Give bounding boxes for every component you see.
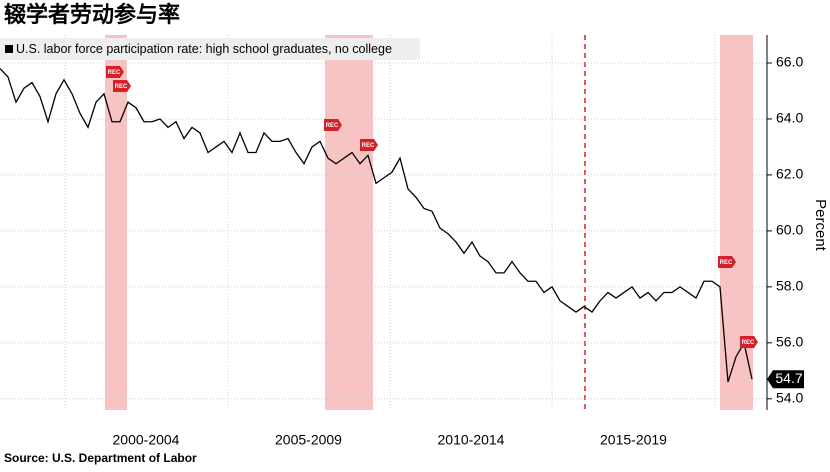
rec-label: REC bbox=[720, 260, 733, 266]
rec-flag bbox=[740, 336, 758, 348]
rec-flag bbox=[113, 80, 131, 92]
rec-flag bbox=[360, 139, 378, 151]
legend-box bbox=[0, 38, 420, 60]
rec-flag bbox=[106, 66, 124, 78]
x-tick-label: 2000-2004 bbox=[113, 432, 180, 448]
recession-band bbox=[325, 35, 373, 410]
rec-flag bbox=[718, 256, 736, 268]
recession-band bbox=[720, 35, 753, 410]
x-tick-label: 2005-2009 bbox=[275, 432, 342, 448]
legend-swatch bbox=[5, 45, 13, 53]
legend-label: U.S. labor force participation rate: hig… bbox=[16, 42, 392, 56]
y-tick-label: 62.0 bbox=[776, 166, 803, 182]
rec-label: REC bbox=[326, 123, 339, 129]
y-tick-label: 54.0 bbox=[776, 390, 803, 406]
source: Source: U.S. Department of Labor bbox=[4, 451, 197, 465]
rec-label: REC bbox=[742, 340, 755, 346]
y-tick-label: 60.0 bbox=[776, 222, 803, 238]
x-tick-label: 2010-2014 bbox=[438, 432, 505, 448]
y-tick-label: 66.0 bbox=[776, 54, 803, 70]
rec-label: REC bbox=[108, 70, 121, 76]
last-value-label: 54.7 bbox=[775, 370, 802, 386]
recession-band bbox=[105, 35, 127, 410]
y-tick-label: 56.0 bbox=[776, 334, 803, 350]
data-line bbox=[0, 68, 753, 383]
y-tick-label: 64.0 bbox=[776, 110, 803, 126]
x-tick-label: 2015-2019 bbox=[600, 432, 667, 448]
chart-title: 辍学者劳动参与率 bbox=[4, 2, 180, 27]
y-axis-label: Percent bbox=[812, 199, 829, 252]
rec-label: REC bbox=[362, 143, 375, 149]
rec-flag bbox=[324, 119, 342, 131]
rec-label: REC bbox=[115, 84, 128, 90]
y-tick-label: 58.0 bbox=[776, 278, 803, 294]
last-value-box bbox=[767, 370, 804, 389]
